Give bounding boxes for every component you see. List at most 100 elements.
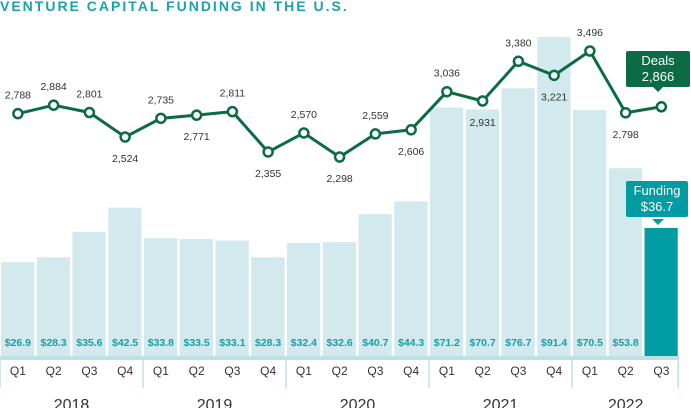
x-axis-line	[0, 356, 680, 360]
deals-value-label: 2,788	[5, 90, 31, 102]
funding-callout-value: $36.7	[640, 199, 674, 214]
chart-title: VENTURE CAPITAL FUNDING IN THE U.S.	[0, 0, 349, 14]
funding-value-label: $33.5	[183, 337, 209, 349]
funding-value-label: $35.6	[76, 337, 102, 349]
year-label: 2019	[197, 397, 233, 408]
funding-bar	[1, 262, 35, 356]
deals-point	[262, 146, 274, 158]
funding-value-label: $91.4	[541, 337, 567, 349]
deals-point	[584, 45, 596, 57]
deals-callout-pointer	[652, 86, 664, 92]
quarter-tick-label: Q1	[296, 364, 312, 378]
quarter-tick-label: Q4	[546, 364, 562, 378]
deals-point	[369, 128, 382, 140]
funding-value-label: $32.6	[326, 337, 352, 349]
funding-value-label: $53.8	[612, 337, 638, 349]
funding-value-label: $40.7	[362, 337, 388, 349]
funding-bar	[430, 107, 464, 357]
funding-bar	[394, 201, 428, 356]
funding-bar	[287, 242, 321, 356]
quarter-tick-label: Q3	[653, 364, 669, 378]
quarter-tick-label: Q4	[403, 364, 419, 378]
year-label: 2021	[483, 397, 519, 408]
quarter-tick-label: Q2	[189, 364, 205, 378]
funding-callout: Funding $36.7	[626, 181, 688, 217]
quarter-tick-label: Q1	[10, 364, 26, 378]
quarter-tick-label: Q1	[582, 364, 598, 378]
funding-bar	[179, 239, 213, 356]
funding-value-label: $26.9	[5, 337, 31, 349]
deals-value-label: 2,298	[326, 173, 352, 185]
deals-callout-label: Deals	[641, 53, 675, 68]
funding-bar	[72, 231, 106, 356]
deals-point	[298, 127, 310, 139]
quarter-tick-label: Q3	[510, 364, 526, 378]
quarter-tick-label: Q2	[332, 364, 348, 378]
year-label: 2020	[340, 397, 376, 408]
quarter-tick-label: Q2	[46, 364, 62, 378]
funding-value-label: $28.3	[255, 337, 281, 349]
deals-value-label: 2,570	[291, 109, 317, 121]
deals-point	[47, 99, 60, 111]
funding-bar	[537, 37, 571, 356]
deals-point	[655, 101, 668, 113]
deals-value-label: 2,884	[40, 81, 66, 93]
deals-point	[512, 55, 525, 68]
funding-value-label: $70.7	[469, 337, 495, 349]
funding-callout-label: Funding	[633, 183, 681, 198]
deals-point	[83, 106, 96, 119]
funding-value-label: $28.3	[40, 337, 66, 349]
deals-value-label: 2,771	[183, 131, 209, 143]
funding-value-label: $42.5	[112, 337, 138, 349]
deals-point	[12, 107, 24, 120]
funding-value-label: $71.2	[434, 337, 460, 349]
quarter-tick-label: Q1	[153, 364, 169, 378]
funding-bar	[322, 242, 356, 356]
funding-value-label: $32.4	[291, 337, 317, 349]
deals-value-label: 2,811	[220, 88, 246, 100]
deals-value-label: 3,380	[505, 37, 531, 49]
quarter-tick-label: Q3	[367, 364, 383, 378]
funding-bar	[215, 240, 249, 356]
funding-value-label: $33.8	[148, 337, 174, 349]
deals-point	[548, 69, 560, 82]
quarter-tick-label: Q3	[224, 364, 240, 378]
funding-value-label: $44.3	[398, 337, 424, 349]
deals-value-label: 2,355	[255, 168, 281, 180]
funding-bar	[573, 109, 607, 356]
deals-value-label: 2,931	[469, 117, 495, 129]
deals-value-label: 3,496	[577, 27, 603, 39]
deals-value-label: 3,221	[541, 91, 567, 103]
deals-point	[226, 105, 239, 118]
quarter-tick-label: Q4	[117, 364, 133, 378]
funding-bar	[358, 213, 392, 356]
deals-value-label: 2,524	[112, 153, 138, 165]
deals-value-label: 2,606	[398, 146, 424, 158]
year-label: 2022	[608, 397, 644, 408]
quarter-tick-label: Q3	[81, 364, 97, 378]
deals-callout: Deals 2,866	[626, 51, 690, 87]
funding-bar	[144, 238, 178, 356]
quarter-tick-label: Q4	[260, 364, 276, 378]
funding-value-label: $76.7	[505, 337, 531, 349]
funding-bar	[644, 227, 678, 356]
funding-callout-pointer	[652, 219, 664, 225]
year-label: 2018	[54, 397, 90, 408]
deals-value-label: 2,735	[148, 94, 174, 106]
deals-point	[441, 85, 453, 98]
funding-bar	[501, 88, 535, 356]
funding-bar	[36, 257, 70, 356]
deals-value-label: 2,798	[612, 129, 638, 141]
quarter-tick-label: Q2	[475, 364, 491, 378]
funding-value-label: $33.1	[219, 337, 245, 349]
deals-value-label: 3,036	[434, 68, 460, 80]
deals-value-label: 2,559	[362, 110, 388, 122]
deals-point	[155, 112, 167, 125]
deals-point	[190, 109, 203, 121]
quarter-tick-label: Q1	[439, 364, 455, 378]
quarter-tick-label: Q2	[618, 364, 634, 378]
funding-bar	[465, 109, 499, 357]
funding-bar	[251, 257, 285, 356]
deals-callout-value: 2,866	[641, 69, 675, 84]
